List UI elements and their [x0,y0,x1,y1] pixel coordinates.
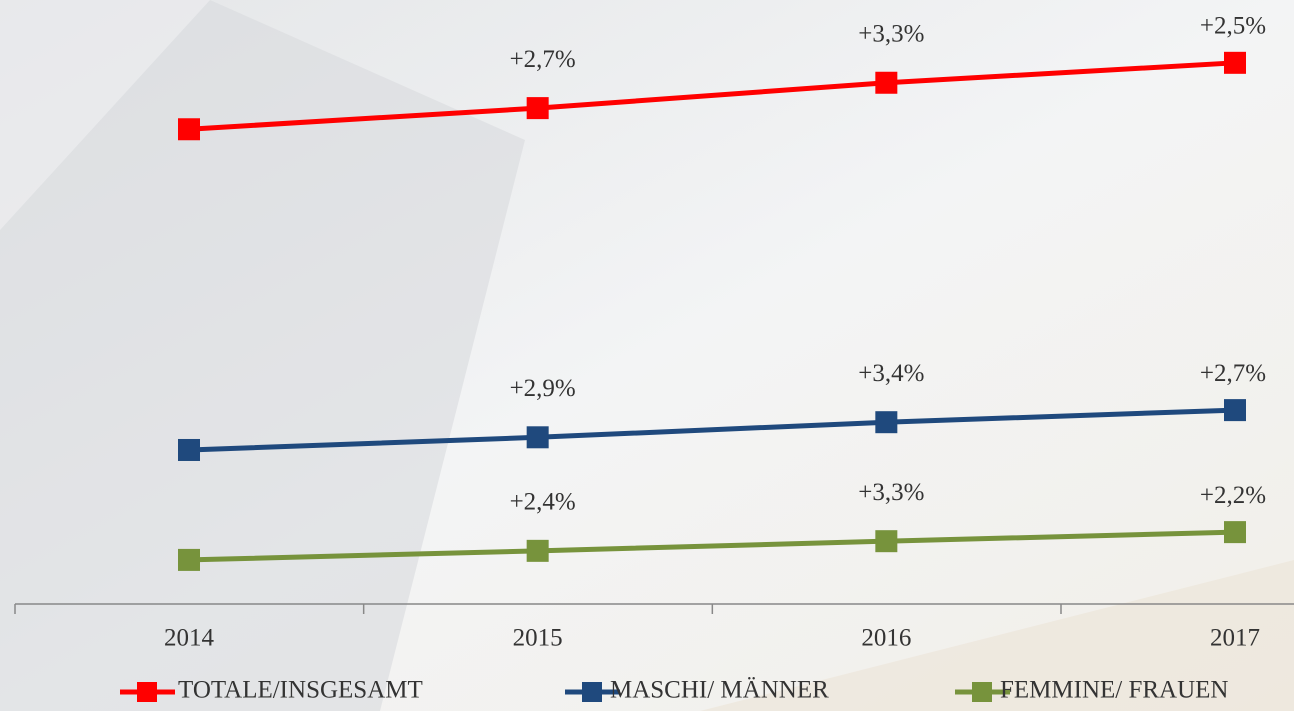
point-marker [526,97,549,120]
data-label: +3,4% [858,360,924,387]
data-label: +3,3% [858,20,924,47]
x-tick-label: 2017 [1210,625,1260,652]
point-marker [1224,521,1246,544]
x-tick-label: 2016 [861,625,911,652]
data-label: +2,5% [1200,13,1266,40]
point-marker [178,548,200,571]
point-marker [178,118,200,141]
series-line [188,529,1236,563]
series-line [188,407,1236,453]
legend-label: MASCHI/ MÄNNER [610,677,829,704]
point-marker [875,71,898,94]
point-marker [1224,51,1246,74]
legend-marker [972,682,992,702]
x-tick-label: 2014 [164,625,215,652]
background-shape [0,0,525,711]
background-shape [700,560,1294,711]
data-label: +2,7% [510,46,576,73]
data-label: +2,7% [1200,360,1266,387]
legend-label: FEMMINE/ FRAUEN [1000,677,1229,704]
point-marker [1224,399,1246,422]
data-label: +2,4% [510,489,576,516]
background-shape [0,0,210,230]
data-label: +3,3% [858,479,924,506]
series-line [188,60,1236,132]
point-marker [526,539,549,562]
legend-marker [582,682,602,702]
legend-marker [137,682,157,702]
legend-label: TOTALE/INSGESAMT [178,677,423,704]
data-label: +2,2% [1200,482,1266,509]
point-marker [875,411,898,434]
data-label: +2,9% [510,375,576,402]
point-marker [526,426,549,449]
x-tick-label: 2015 [513,625,563,652]
point-marker [178,438,200,461]
point-marker [875,530,898,553]
